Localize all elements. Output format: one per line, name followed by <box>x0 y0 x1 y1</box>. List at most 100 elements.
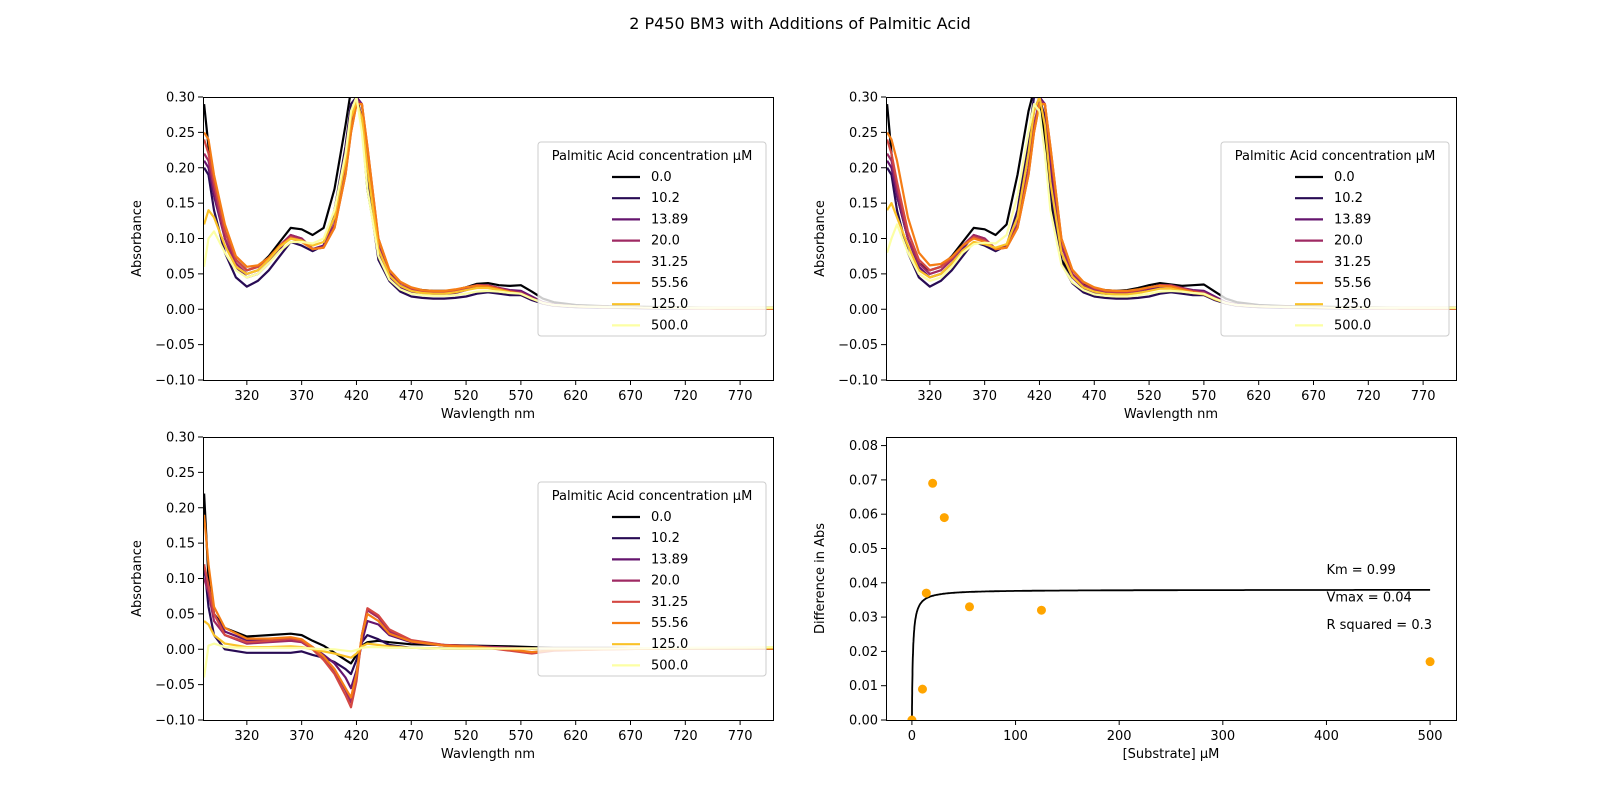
x-tick-label: 570 <box>508 729 533 744</box>
y-tick-label: 0.25 <box>166 126 195 141</box>
x-tick-label: 720 <box>673 389 698 404</box>
y-axis-label: Difference in Abs <box>813 523 828 634</box>
y-axis-label: Absorbance <box>130 200 145 277</box>
x-tick-label: 520 <box>454 389 479 404</box>
x-tick-label: 300 <box>1210 729 1235 744</box>
y-tick-label: 0.00 <box>849 303 878 318</box>
legend-box <box>537 481 767 677</box>
x-tick-label: 570 <box>508 389 533 404</box>
y-tick-label: 0.10 <box>166 232 195 247</box>
legend-entry: 125.0 <box>651 297 688 312</box>
legend-title: Palmitic Acid concentration µM <box>552 149 753 164</box>
panel-bottom-right-michaelis-menten: 0 100 200 300 400 500 0.00 0.01 0.02 0.03 0.04 0.05… <box>813 437 1457 762</box>
series-line-0.0 <box>203 493 773 665</box>
x-tick-label: 520 <box>454 729 479 744</box>
x-tick-label: 370 <box>289 729 314 744</box>
y-tick-label: 0.25 <box>166 466 195 481</box>
data-point <box>964 602 974 612</box>
y-tick-label: 0.05 <box>166 607 195 622</box>
legend: Palmitic Acid concentration µM 0.0 10.2 13.… <box>1220 141 1450 337</box>
y-tick-label: 0.15 <box>166 197 195 212</box>
michaelis-menten-fit-line <box>911 589 1431 720</box>
axes-frame <box>886 97 1457 381</box>
y-tick-label: 0.07 <box>849 473 878 488</box>
x-tick-label: 100 <box>1003 729 1028 744</box>
legend-entry: 10.2 <box>651 531 680 546</box>
legend-entry: 13.89 <box>651 552 688 567</box>
series-line-55.56 <box>203 514 773 699</box>
x-tick-label: 470 <box>399 389 424 404</box>
legend-entry: 500.0 <box>1334 318 1371 333</box>
data-point <box>928 478 938 488</box>
legend: Palmitic Acid concentration µM 0.0 10.2 13.… <box>537 481 767 677</box>
y-tick-label: −0.05 <box>155 338 195 353</box>
x-tick-label: 770 <box>728 729 753 744</box>
legend-box <box>1220 141 1450 337</box>
legend-entry: 55.56 <box>1334 276 1371 291</box>
x-tick-label: 400 <box>1314 729 1339 744</box>
y-tick-label: 0.20 <box>166 161 195 176</box>
x-axis-label: Wavlength nm <box>441 747 535 762</box>
x-tick-label: 620 <box>563 729 588 744</box>
x-tick-label: 720 <box>673 729 698 744</box>
y-tick-label: 0.25 <box>849 126 878 141</box>
legend-entry: 55.56 <box>651 616 688 631</box>
axes-frame <box>203 97 774 381</box>
x-tick-label: 470 <box>399 729 424 744</box>
legend-entry: 0.0 <box>651 510 672 525</box>
y-tick-label: 0.00 <box>166 303 195 318</box>
y-tick-label: 0.15 <box>166 537 195 552</box>
legend-entry: 125.0 <box>651 637 688 652</box>
vmax-annotation: Vmax = 0.04 <box>1326 591 1411 606</box>
x-tick-label: 470 <box>1082 389 1107 404</box>
y-tick-label: −0.05 <box>155 678 195 693</box>
data-point <box>917 684 927 694</box>
y-tick-label: 0.30 <box>849 91 878 106</box>
y-axis-label: Absorbance <box>813 200 828 277</box>
x-tick-label: 420 <box>344 389 369 404</box>
legend-entry: 0.0 <box>1334 170 1355 185</box>
panel-top-right-spectra: 320 370 420 470 520 570 620 670 720 770 −0.10 −0.05… <box>813 91 1457 422</box>
y-tick-label: −0.05 <box>838 338 878 353</box>
legend-entry: 20.0 <box>651 234 680 249</box>
x-tick-label: 420 <box>344 729 369 744</box>
y-tick-label: −0.10 <box>155 374 195 389</box>
legend-entry: 500.0 <box>651 658 688 673</box>
x-tick-label: 320 <box>234 389 259 404</box>
y-tick-label: 0.20 <box>166 501 195 516</box>
x-axis-label: Wavlength nm <box>1124 407 1218 422</box>
x-tick-label: 0 <box>908 729 916 744</box>
x-tick-label: 200 <box>1107 729 1132 744</box>
legend-title: Palmitic Acid concentration µM <box>1235 149 1436 164</box>
x-tick-label: 570 <box>1191 389 1216 404</box>
y-tick-label: 0.00 <box>849 714 878 729</box>
data-point <box>1425 657 1435 667</box>
data-point <box>1036 605 1046 615</box>
x-axis-label: [Substrate] µM <box>1123 747 1220 762</box>
series-line-500.0 <box>886 102 1456 309</box>
data-point <box>907 715 917 720</box>
y-tick-label: −0.10 <box>838 374 878 389</box>
legend-entry: 20.0 <box>1334 234 1363 249</box>
y-tick-label: 0.01 <box>849 679 878 694</box>
legend-entry: 55.56 <box>651 276 688 291</box>
x-tick-label: 370 <box>972 389 997 404</box>
legend-entry: 13.89 <box>651 212 688 227</box>
x-tick-label: 370 <box>289 389 314 404</box>
legend: Palmitic Acid concentration µM 0.0 10.2 13.… <box>537 141 767 337</box>
y-tick-label: 0.15 <box>849 197 878 212</box>
series-line-500.0 <box>203 97 773 309</box>
y-tick-label: 0.02 <box>849 645 878 660</box>
y-tick-label: 0.00 <box>166 643 195 658</box>
x-tick-label: 670 <box>618 389 643 404</box>
legend-box <box>537 141 767 337</box>
x-tick-label: 320 <box>234 729 259 744</box>
y-tick-label: 0.04 <box>849 576 878 591</box>
y-axis-label: Absorbance <box>130 540 145 617</box>
y-tick-label: 0.10 <box>166 572 195 587</box>
panel-top-left-spectra: 320 370 420 470 520 570 620 670 720 770 −0.10 −0.05… <box>130 91 774 422</box>
legend-entry: 31.25 <box>651 255 688 270</box>
x-tick-label: 670 <box>618 729 643 744</box>
x-tick-label: 520 <box>1137 389 1162 404</box>
